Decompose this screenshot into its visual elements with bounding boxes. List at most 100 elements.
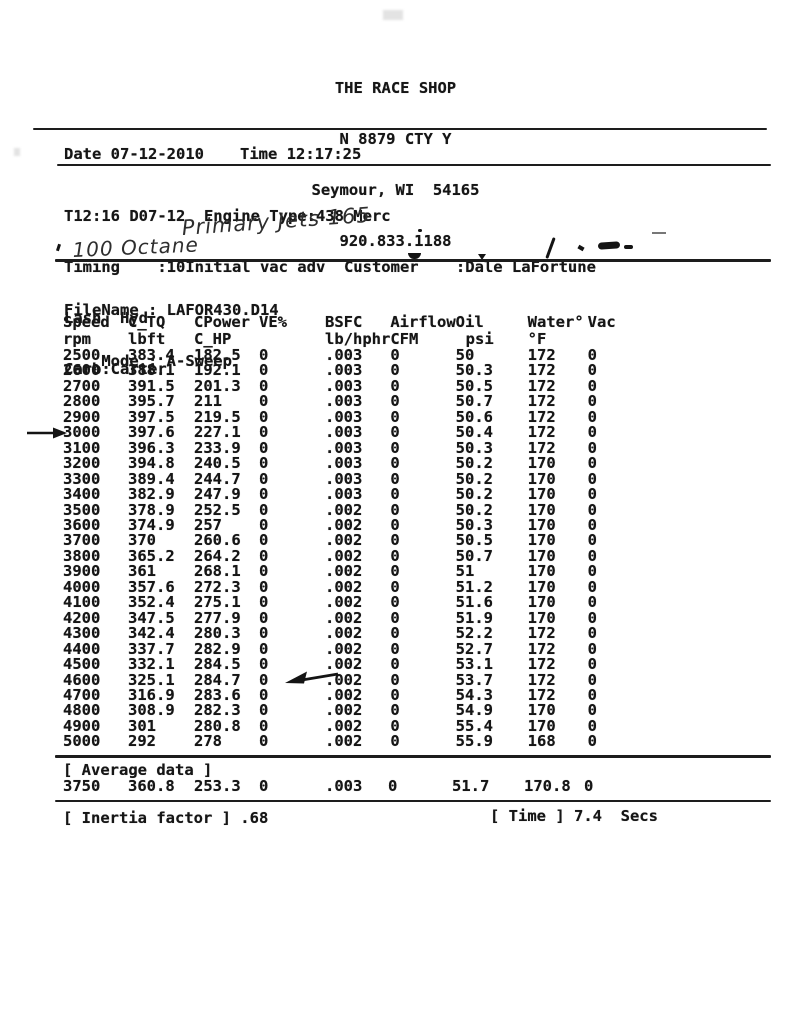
table-cell: 170 (527, 562, 556, 581)
average-data-table: 3750 360.8 253.3 0 .003 0 51.7 170.8 0 (63, 777, 644, 795)
table-cell: .002 (325, 515, 363, 534)
table-cell: 0 (259, 454, 269, 473)
table-cell: 0 (259, 608, 269, 627)
table-row: 4800 308.9 282.3 0 .002 0 54.9 170 0 (63, 701, 648, 720)
table-cell: 3900 (63, 562, 101, 581)
ink-smudge (652, 232, 666, 234)
table-cell: 0 (390, 531, 400, 550)
table-cell: 0 (259, 423, 269, 442)
table-cell: 55.4 (455, 716, 493, 735)
table-cell: .003 (325, 485, 363, 504)
table-cell: 5000 (63, 732, 101, 751)
table-cell: 278 (194, 732, 222, 751)
table-cell: 0 (390, 392, 400, 411)
table-cell: 282.3 (194, 701, 241, 720)
table-row: 4600 325.1 284.7 0.002 0 53.7 172 0 (63, 670, 648, 689)
table-cell: 3800 (63, 546, 101, 565)
table-cell: 0 (587, 531, 597, 550)
table-cell: 280.8 (194, 716, 241, 735)
table-cell: 170 (527, 593, 556, 612)
table-cell: 301 (128, 716, 156, 735)
table-row: 3800 365.2 264.2 0 .002 0 50.7 170 0 (63, 546, 648, 565)
table-cell: 55.9 (455, 732, 493, 751)
divider-under-info (55, 259, 771, 262)
table-cell: 0 (390, 732, 400, 751)
table-cell: 50.2 (455, 485, 493, 504)
table-cell: 170 (527, 515, 556, 534)
table-cell: 0 (587, 608, 597, 627)
col-power: CPower C_HP (194, 313, 250, 348)
table-cell: 51 (455, 562, 475, 581)
table-cell: .003 (325, 407, 363, 426)
table-cell: .002 (325, 608, 363, 627)
table-cell: 50 (455, 346, 475, 364)
table-cell: 0 (259, 655, 269, 674)
scan-speck (383, 10, 403, 20)
table-cell: 253.3 (194, 777, 241, 795)
ink-smudge (408, 253, 421, 259)
table-cell: 2500 (63, 346, 101, 364)
table-cell: .002 (325, 562, 363, 581)
table-cell: 0 (587, 392, 597, 411)
table-cell: .002 (325, 655, 363, 674)
table-cell: 50.2 (455, 469, 493, 488)
table-cell: 284.7 (194, 670, 241, 689)
table-cell: 0 (390, 469, 400, 488)
table-cell: 252.5 (194, 500, 241, 519)
col-bsfc: BSFC lb/hphr (325, 313, 391, 348)
table-cell: 0 (259, 624, 269, 643)
table-cell: 50.6 (455, 407, 493, 426)
table-cell: 352.4 (128, 593, 175, 612)
elapsed-time-text: [ Time ] 7.4 Secs (490, 807, 658, 825)
lash-line: Lash Hyd (64, 309, 148, 327)
table-cell: 0 (259, 376, 269, 395)
table-cell: 388.1 (128, 361, 175, 380)
table-cell: 0 (587, 346, 597, 364)
table-cell: 0 (587, 593, 597, 612)
table-cell: 2900 (63, 407, 101, 426)
table-cell: 0 (584, 777, 594, 795)
table-cell: 4900 (63, 716, 101, 735)
table-cell: 0 (390, 716, 400, 735)
table-cell: 0 (259, 732, 269, 751)
table-cell: 0 (390, 593, 400, 612)
table-cell: 272.3 (194, 577, 241, 596)
table-cell: .002 (325, 685, 363, 704)
table-cell: 365.2 (128, 546, 175, 565)
shop-header: THE RACE SHOP N 8879 CTY Y Seymour, WI 5… (0, 46, 791, 284)
table-cell: 0 (587, 670, 597, 689)
table-cell: .003 (325, 346, 363, 364)
table-cell: 394.8 (128, 454, 175, 473)
table-cell: .002 (325, 701, 363, 720)
table-cell: 0 (259, 701, 269, 720)
table-cell: 361 (128, 562, 156, 581)
inertia-factor-text: [ Inertia factor ] .68 (63, 809, 269, 827)
table-cell: 54.9 (455, 701, 493, 720)
table-row: 4700 316.9 283.6 0 .002 0 54.3 172 0 (63, 685, 648, 704)
col-water: Water° °F (527, 313, 584, 348)
table-row: 3300 389.4 244.7 0 .003 0 50.2 170 0 (63, 469, 648, 488)
table-cell: 172 (527, 392, 556, 411)
table-cell: 395.7 (128, 392, 175, 411)
table-cell: 170 (527, 608, 556, 627)
table-row: 4500 332.1 284.5 0 .002 0 53.1 172 0 (63, 655, 648, 674)
table-cell: 316.9 (128, 685, 175, 704)
table-cell: 244.7 (194, 469, 241, 488)
dyno-table-body: 2500 383.4 182.5 0 .003 0 50 172 0 2600 388.1 192.1… (63, 346, 648, 751)
table-cell: 0 (259, 670, 269, 689)
table-cell: 170 (527, 500, 556, 519)
table-cell: 370 (128, 531, 156, 550)
table-cell: 4000 (63, 577, 101, 596)
average-row: 3750 360.8 253.3 0 .003 0 51.7 170.8 0 (63, 777, 644, 795)
table-row: 2600 388.1 192.1 0 .003 0 50.3 172 0 (63, 361, 648, 380)
table-cell: 0 (390, 454, 400, 473)
table-cell: 0 (587, 361, 597, 380)
table-cell: 50.3 (455, 438, 493, 457)
table-cell: 0 (390, 423, 400, 442)
table-cell: .002 (325, 531, 363, 550)
table-cell: 0 (390, 407, 400, 426)
table-cell: 0 (390, 608, 400, 627)
table-cell: 277.9 (194, 608, 241, 627)
table-cell: 0 (587, 577, 597, 596)
